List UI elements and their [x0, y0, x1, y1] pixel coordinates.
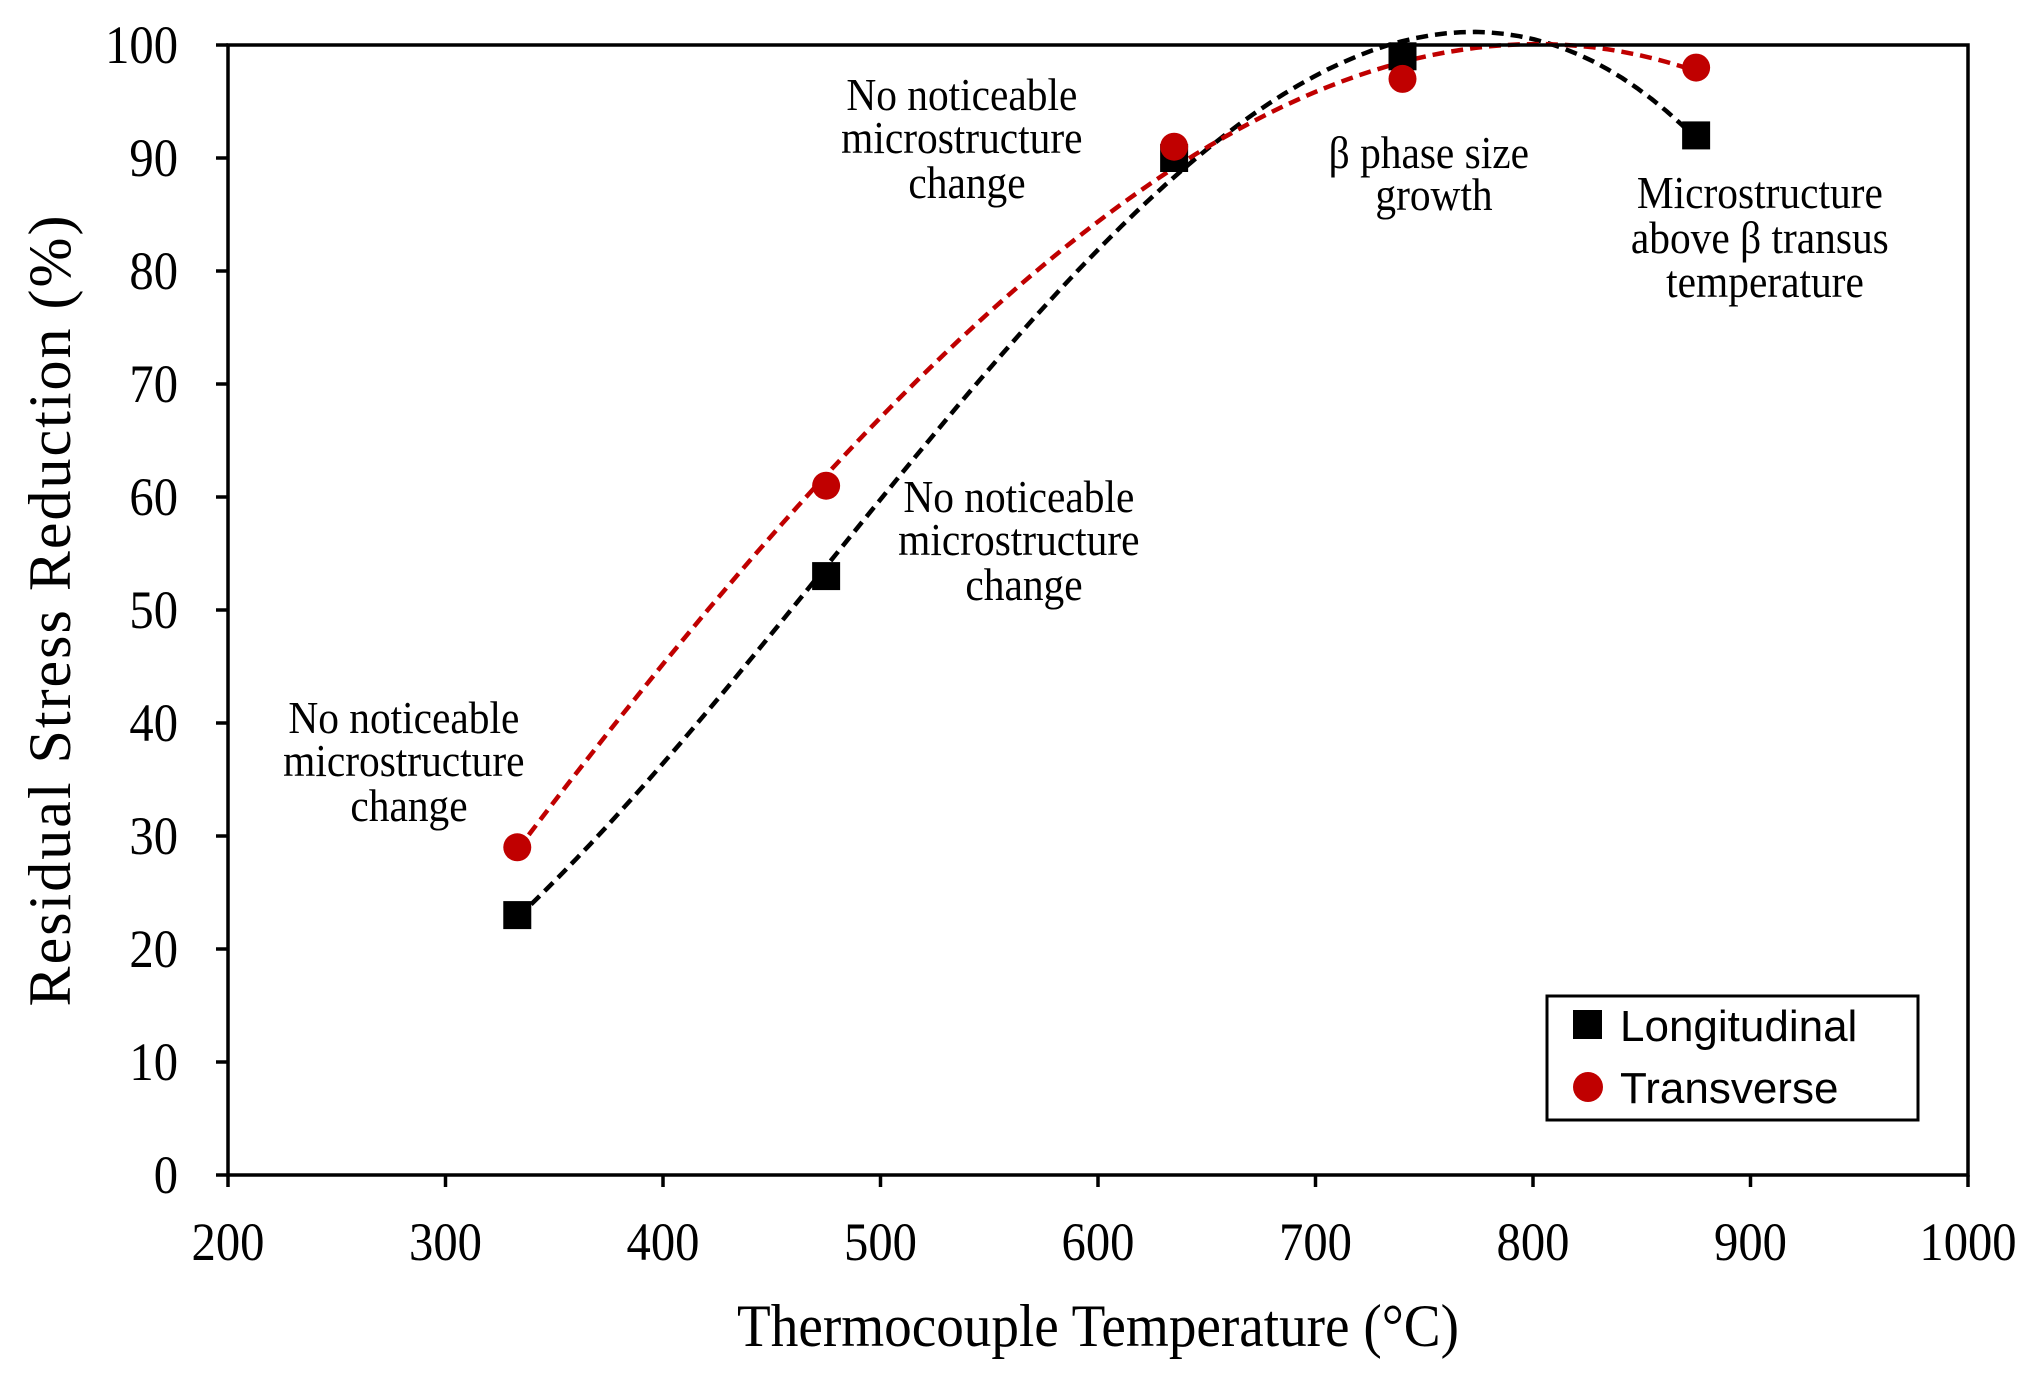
x-tick-label: 500 — [844, 1213, 917, 1273]
x-tick-label: 700 — [1279, 1213, 1352, 1273]
annotation-no-change-640: No noticeable microstructure change — [841, 70, 1093, 208]
y-tick-label: 10 — [129, 1033, 178, 1093]
y-axis-title: Residual Stress Reduction (%) — [17, 214, 83, 1007]
y-tick-label: 70 — [129, 355, 178, 415]
axis-ticks: 200 300 400 500 600 700 800 900 1000 0 10 20 30 40 50 6… — [105, 16, 2016, 1273]
x-tick-label: 400 — [627, 1213, 700, 1273]
x-axis-title: Thermocouple Temperature (°C) — [737, 1294, 1459, 1360]
x-tick-label: 600 — [1062, 1213, 1135, 1273]
y-tick-label: 90 — [129, 129, 178, 189]
legend: Longitudinal Transverse — [1545, 994, 1920, 1122]
legend-label-longitudinal: Longitudinal — [1620, 1002, 1857, 1051]
annotation-above-transus: Microstructure above β transus temperatu… — [1631, 168, 1899, 307]
point-transverse — [503, 833, 532, 862]
x-tick-label: 1000 — [1919, 1213, 2016, 1273]
annotation-beta-growth: β phase size growth — [1329, 128, 1540, 220]
y-tick-label: 30 — [129, 807, 178, 867]
annotation-no-change-333: No noticeable microstructure change — [283, 693, 535, 831]
y-tick-label: 50 — [129, 581, 178, 641]
point-transverse — [1388, 64, 1417, 93]
point-transverse — [812, 471, 841, 500]
y-tick-label: 20 — [129, 920, 178, 980]
legend-square-marker — [1573, 1010, 1602, 1039]
point-longitudinal — [812, 562, 841, 591]
y-tick-label: 100 — [105, 16, 178, 76]
annotation-no-change-475: No noticeable microstructure change — [898, 472, 1150, 610]
legend-label-transverse: Transverse — [1620, 1064, 1838, 1113]
trendline-longitudinal — [515, 29, 1698, 920]
x-tick-label: 300 — [409, 1213, 482, 1273]
x-tick-label: 900 — [1714, 1213, 1787, 1273]
y-tick-label: 60 — [129, 468, 178, 528]
y-tick-label: 40 — [129, 694, 178, 754]
point-transverse — [1160, 132, 1189, 161]
point-longitudinal — [503, 901, 532, 930]
x-tick-label: 200 — [192, 1213, 265, 1273]
x-tick-label: 800 — [1497, 1213, 1570, 1273]
point-longitudinal — [1682, 121, 1711, 150]
legend-circle-marker — [1573, 1072, 1603, 1102]
y-tick-label: 0 — [154, 1146, 178, 1206]
y-tick-label: 80 — [129, 242, 178, 302]
data-points — [503, 42, 1711, 930]
legend-box — [1545, 994, 1920, 1122]
point-transverse — [1682, 53, 1711, 82]
